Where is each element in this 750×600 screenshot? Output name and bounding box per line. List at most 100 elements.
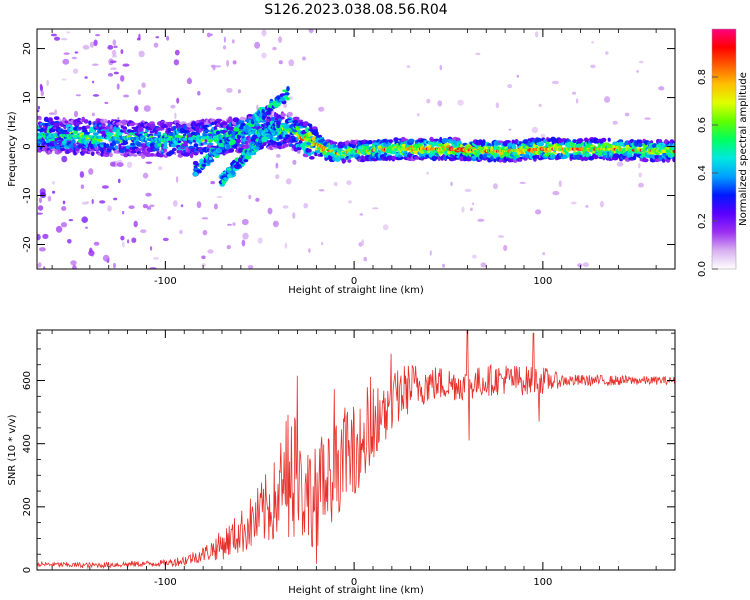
noise-speckle (42, 233, 49, 239)
branch-cell (285, 97, 290, 101)
noise-speckle (210, 181, 215, 185)
noise-speckle (113, 71, 119, 75)
noise-speckle (40, 90, 44, 97)
noise-speckle (516, 74, 520, 78)
ridge-cell (168, 132, 174, 137)
snr-x-tick-label: 0 (351, 577, 357, 588)
noise-speckle (214, 65, 222, 68)
ridge-cell (672, 156, 675, 163)
noise-speckle (202, 229, 208, 236)
figure-title: S126.2023.038.08.56.R04 (264, 2, 447, 18)
branch-cell (245, 154, 252, 160)
noise-speckle (37, 205, 44, 211)
noise-speckle (145, 192, 152, 197)
noise-speckle (120, 235, 125, 241)
noise-speckle (46, 79, 49, 87)
noise-speckle (273, 221, 277, 226)
noise-speckle (60, 38, 68, 41)
noise-speckle (141, 82, 146, 88)
colorbar-tick-label: 0.0 (697, 261, 708, 277)
branch-cell (270, 129, 276, 133)
noise-speckle (232, 222, 236, 227)
noise-speckle (292, 212, 296, 219)
noise-speckle (54, 36, 60, 41)
ridge-cell (300, 143, 305, 147)
ridge-cell (84, 131, 90, 135)
noise-speckle (188, 77, 191, 84)
noise-speckle (261, 29, 267, 37)
ridge-cell (437, 156, 441, 161)
noise-speckle (95, 34, 100, 37)
branch-cell (246, 126, 252, 130)
noise-speckle (55, 225, 63, 233)
noise-speckle (173, 59, 180, 66)
noise-speckle (272, 46, 277, 51)
ridge-cell (53, 122, 60, 127)
noise-speckle (318, 106, 325, 112)
branch-cell (233, 127, 240, 132)
ridge-cell (618, 141, 624, 147)
noise-speckle (71, 56, 78, 60)
ridge-cell (95, 147, 100, 151)
noise-speckle (60, 222, 68, 228)
noise-speckle (91, 112, 95, 117)
noise-speckle (426, 171, 430, 175)
noise-speckle (416, 113, 420, 117)
noise-speckle (308, 29, 314, 34)
noise-speckle (75, 94, 81, 97)
snr-series-line (37, 330, 675, 570)
ridge-cell (107, 120, 111, 125)
ridge-cell (284, 134, 291, 138)
noise-speckle (604, 96, 611, 103)
ridge-cell (273, 111, 277, 118)
branch-cell (276, 120, 281, 126)
noise-speckle (113, 45, 118, 49)
noise-speckle (140, 229, 147, 234)
ridge-cell (163, 141, 168, 147)
branch-cell (240, 122, 246, 127)
snr-frame (36, 329, 676, 571)
noise-speckle (542, 252, 546, 256)
ridge-cell (204, 139, 208, 143)
noise-speckle (318, 189, 325, 192)
noise-speckle (63, 52, 70, 55)
noise-speckle (201, 217, 209, 220)
noise-speckle (223, 36, 226, 43)
ridge-cell (286, 111, 293, 117)
noise-speckle (624, 112, 630, 117)
noise-speckle (37, 109, 40, 113)
snr-y-tick-label: 400 (22, 434, 33, 453)
noise-speckle (104, 101, 109, 105)
branch-cell (286, 86, 290, 92)
ridge-cell (121, 119, 128, 125)
spec-x-tick-label: -100 (154, 276, 177, 287)
ridge-cell (130, 142, 135, 146)
noise-speckle (612, 120, 618, 125)
ridge-cell (202, 141, 208, 145)
noise-speckle (226, 87, 233, 93)
ridge-cell (478, 139, 483, 144)
noise-speckle (275, 162, 279, 169)
ridge-cell (78, 126, 82, 130)
spec-y-tick-label: 20 (22, 42, 33, 55)
ridge-cell (64, 120, 69, 124)
noise-speckle (176, 176, 179, 183)
noise-speckle (81, 216, 88, 223)
noise-speckle (92, 94, 100, 97)
branch-cell (192, 160, 199, 166)
noise-speckle (278, 60, 283, 65)
noise-speckle (62, 200, 66, 205)
noise-speckle (267, 207, 273, 215)
noise-speckle (226, 245, 231, 250)
noise-speckle (155, 36, 160, 39)
noise-speckle (644, 117, 651, 120)
noise-speckle (116, 83, 120, 90)
ridge-cell (108, 145, 114, 150)
ridge-cell (228, 116, 233, 122)
ridge-cell (137, 127, 144, 132)
noise-speckle (131, 237, 137, 243)
ridge-cell (388, 139, 394, 144)
ridge-cell (481, 139, 486, 145)
ridge-cell (363, 143, 370, 147)
